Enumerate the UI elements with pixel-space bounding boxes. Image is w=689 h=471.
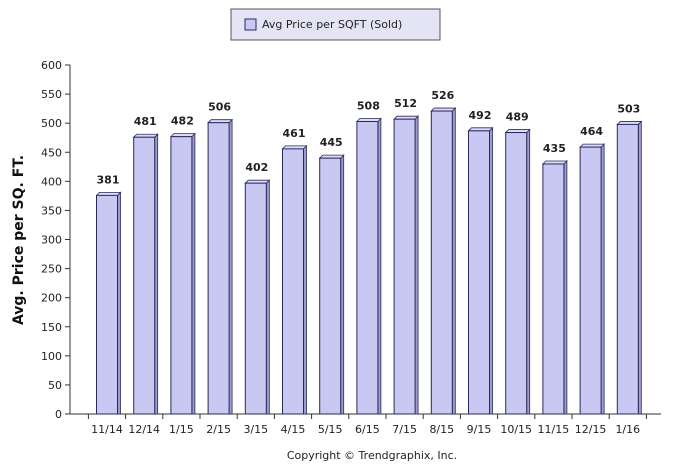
x-tick-label: 12/14 [128,423,160,436]
bar [468,130,490,415]
y-tick-label: 200 [41,292,62,305]
data-label: 482 [171,115,194,128]
bar [616,123,639,415]
legend-box [230,8,441,41]
bar-5-15 [318,154,345,415]
bar [244,182,267,415]
bar-1-15 [169,132,196,415]
bar-2-15 [207,118,234,415]
copyright-text: Copyright © Trendgraphix, Inc. [287,449,457,462]
x-tick-label: 1/15 [169,423,194,436]
y-tick-label: 500 [41,117,62,130]
bar [579,146,602,415]
data-label: 461 [283,127,306,140]
bar-3-15 [244,179,271,415]
bar [170,136,193,415]
data-label: 506 [208,101,231,114]
bar-11-15 [541,160,568,415]
x-tick-label: 5/15 [318,423,343,436]
x-tick-label: 3/15 [243,423,268,436]
bar-8-15 [430,107,457,415]
x-tick-label: 12/15 [575,423,607,436]
y-tick-label: 600 [41,59,62,72]
y-tick-label: 150 [41,321,62,334]
y-tick-label: 100 [41,350,62,363]
x-tick-label: 11/14 [91,423,123,436]
bar-4-15 [281,144,308,415]
data-label: 503 [617,102,640,115]
x-tick-label: 4/15 [281,423,306,436]
bar [430,110,453,415]
bar [282,148,304,415]
data-label: 508 [357,100,380,113]
x-tick-label: 10/15 [500,423,532,436]
bar-10-15 [504,128,531,415]
bar-9-15 [467,126,494,415]
x-tick-label: 7/15 [392,423,417,436]
bar-1-16 [616,120,643,415]
bar-7-15 [393,115,420,415]
bar [133,136,156,415]
bar [505,132,528,415]
y-tick-label: 400 [41,175,62,188]
legend: Avg Price per SQFT (Sold) [230,8,441,41]
y-tick-label: 50 [48,379,62,392]
bars [95,107,643,415]
y-tick-label: 350 [41,204,62,217]
x-tick-labels: 11/14 12/14 1/15 2/15 3/15 4/15 5/15 6/15 7/15 8/… [91,423,640,436]
legend-swatch [244,18,257,31]
bar-6-15 [355,117,382,415]
data-label: 512 [394,97,417,110]
bar [319,157,342,415]
legend-label: Avg Price per SQFT (Sold) [262,18,402,31]
y-tick-labels: 0 50 100 150 200 250 300 350 400 450 500 550 600 [41,59,62,421]
x-tick-label: 11/15 [538,423,570,436]
x-tick-label: 1/16 [615,423,640,436]
y-axis-title: Avg. Price per SQ. FT. [11,155,27,325]
bar-12-15 [579,143,606,415]
bar-11-14 [95,191,122,415]
bar [356,121,379,415]
bar [393,118,416,415]
bar-12-14 [132,133,159,415]
y-tick-label: 250 [41,263,62,276]
data-label: 526 [431,89,454,102]
data-label: 481 [134,115,157,128]
bar [207,122,230,415]
data-label: 402 [245,161,268,174]
y-tick-label: 550 [41,88,62,101]
data-label: 464 [580,125,603,138]
bar [542,163,565,415]
data-label: 445 [320,136,343,149]
y-tick-label: 450 [41,146,62,159]
data-labels: 381 481 482 506 402 461 445 508 512 526 492 489 435 4… [97,89,641,186]
y-tick-label: 0 [55,408,62,421]
data-label: 435 [543,142,566,155]
x-tick-label: 9/15 [467,423,492,436]
data-label: 489 [506,111,529,124]
data-label: 492 [469,109,492,122]
x-tick-label: 2/15 [206,423,231,436]
x-tick-label: 8/15 [429,423,454,436]
data-label: 381 [97,173,120,186]
x-tick-label: 6/15 [355,423,380,436]
y-tick-label: 300 [41,234,62,247]
bar [96,194,118,415]
